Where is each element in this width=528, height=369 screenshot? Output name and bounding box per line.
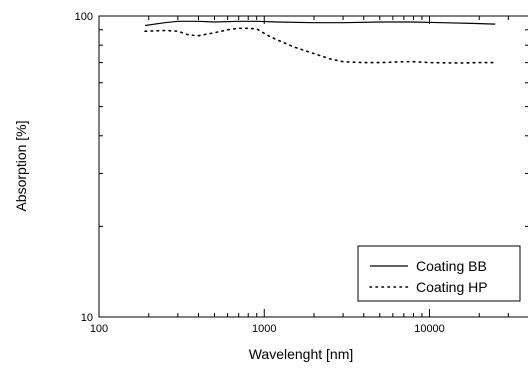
x-axis-title: Wavelenght [nm] xyxy=(249,346,354,362)
series-line-coating-bb xyxy=(145,20,496,27)
x-tick-labels: 100 1000 10000 xyxy=(90,323,445,335)
x-minor-ticks xyxy=(148,16,509,317)
x-tick-label: 1000 xyxy=(252,323,276,335)
y-minor-ticks xyxy=(99,29,528,227)
legend-box xyxy=(357,245,521,302)
legend: Coating BB Coating HP xyxy=(357,245,521,302)
y-axis-title: Absorption [%] xyxy=(13,120,29,211)
y-tick-label: 100 xyxy=(75,11,93,23)
x-tick-label: 100 xyxy=(90,323,108,335)
y-tick-labels: 10 100 xyxy=(75,11,93,324)
y-tick-label: 10 xyxy=(81,312,93,324)
series-line-coating-hp xyxy=(144,27,497,64)
x-tick-label: 10000 xyxy=(414,323,445,335)
legend-label-coating-hp: Coating HP xyxy=(416,279,488,295)
series-layer xyxy=(144,20,497,64)
legend-label-coating-bb: Coating BB xyxy=(416,258,487,274)
